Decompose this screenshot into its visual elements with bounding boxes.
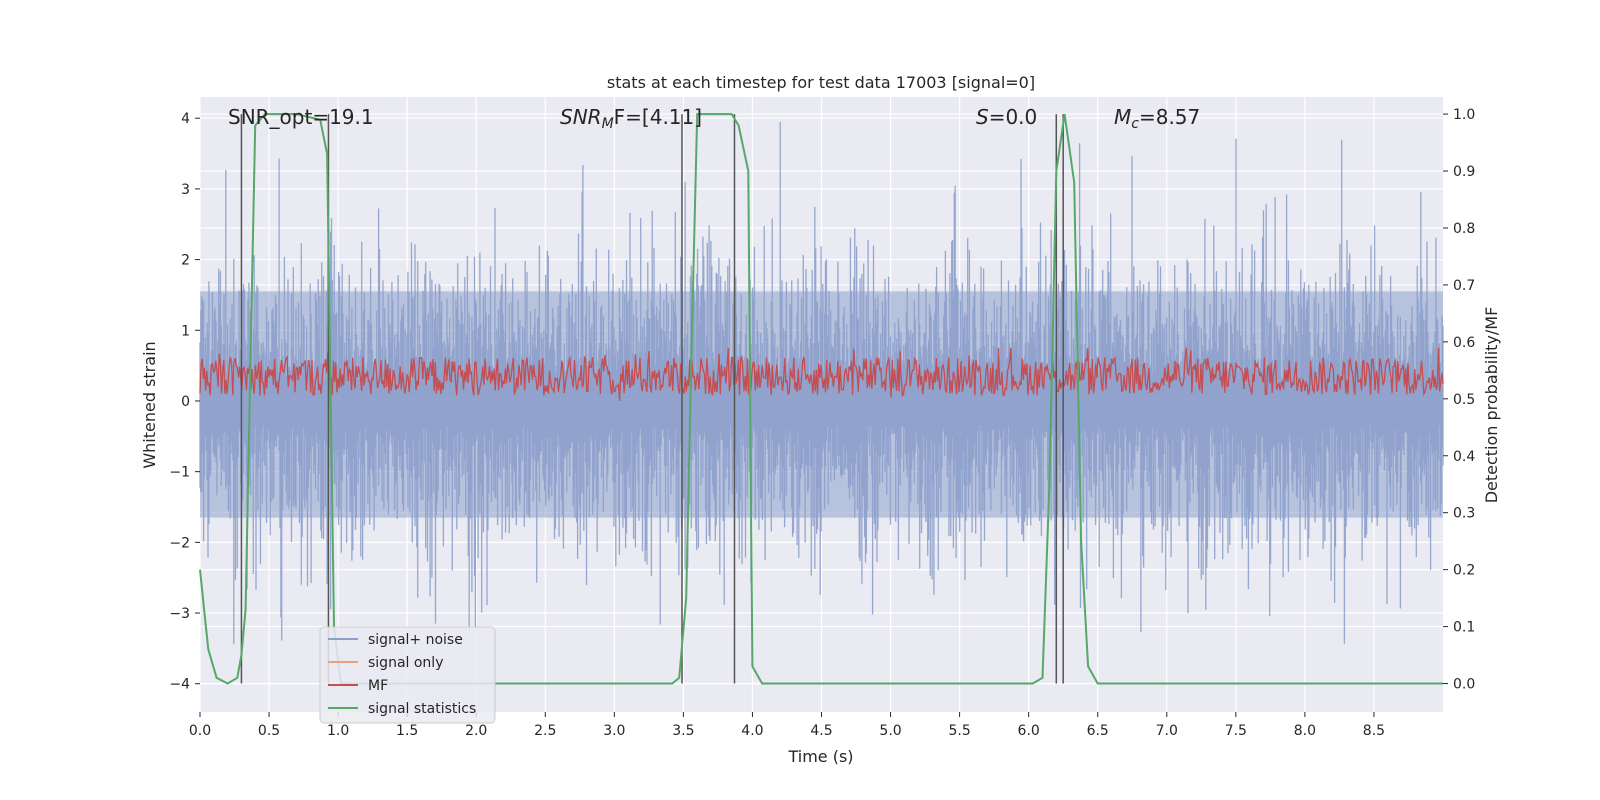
legend: signal+ noise signal only MF signal stat… [319,626,496,724]
x-tick-label: 6.0 [1018,723,1040,739]
y-axis-label: Whitened strain [140,341,159,468]
y-right-tick-label: 0.4 [1453,449,1475,465]
x-tick-label: 4.0 [741,723,763,739]
s-symbol: S [976,105,989,129]
chart-title: stats at each timestep for test data 170… [607,73,1035,92]
x-tick-label: 2.0 [465,723,487,739]
snr-opt-annotation: SNR_opt=19.1 [228,105,374,129]
x-tick-label: 4.5 [810,723,832,739]
x-tick-labels: 0.0 0.5 1.0 1.5 2.0 2.5 3.0 3.5 4.0 4.5 5.0 5.5 6.0 6… [189,712,1385,739]
s-annotation: S=0.0 [976,105,1037,129]
mf-line [199,347,1444,402]
x-tick-label: 0.5 [258,723,280,739]
y-tick-labels: 4 3 2 1 0 −1 −2 −3 −4 [169,111,200,693]
y-tick-label: 2 [181,253,190,269]
y-right-tick-label: 0.7 [1453,278,1475,294]
y-right-tick-label: 0.1 [1453,620,1475,636]
x-tick-label: 3.5 [672,723,694,739]
signal-noise-series [199,121,1444,645]
y-right-tick-label: 0.0 [1453,677,1475,693]
x-tick-label: 8.5 [1363,723,1385,739]
y-tick-label: −4 [169,677,190,693]
x-tick-label: 1.5 [396,723,418,739]
x-tick-label: 5.0 [879,723,901,739]
y-right-tick-labels: 1.0 0.9 0.8 0.7 0.6 0.5 0.4 0.3 0.2 0.1 0.0 [1443,107,1475,693]
y-right-tick-label: 0.3 [1453,506,1475,522]
signal-statistics-series [199,113,1443,685]
x-tick-label: 6.5 [1087,723,1109,739]
snr-mf-value: F=[4.11] [614,105,702,129]
x-tick-label: 8.0 [1294,723,1316,739]
mf-series [199,347,1444,402]
y-tick-label: 1 [181,323,190,339]
y-right-tick-label: 0.8 [1453,221,1475,237]
x-tick-label: 1.0 [327,723,349,739]
mc-value: =8.57 [1139,105,1200,129]
x-tick-label: 3.0 [603,723,625,739]
x-tick-label: 7.5 [1225,723,1247,739]
legend-label-signal-only: signal only [368,655,443,671]
y-right-tick-label: 0.5 [1453,392,1475,408]
snr-mf-symbol: SNR [560,105,602,129]
x-axis-label: Time (s) [787,747,853,766]
legend-label-signal-noise: signal+ noise [368,632,463,648]
x-tick-label: 7.0 [1156,723,1178,739]
y-right-tick-label: 0.2 [1453,563,1475,579]
snr-mf-annotation: SNRMF=[4.11] [560,105,702,132]
legend-box [319,626,496,724]
y-right-tick-label: 1.0 [1453,107,1475,123]
y-tick-label: −2 [169,535,190,551]
y-right-tick-label: 0.9 [1453,164,1475,180]
snr-mf-subscript: M [602,116,614,132]
y-right-axis-label: Detection probability/MF [1482,307,1501,504]
s-value: =0.0 [989,105,1038,129]
y-tick-label: −1 [169,465,190,481]
mc-symbol: M [1114,105,1131,129]
legend-label-mf: MF [368,678,388,694]
x-tick-label: 5.5 [948,723,970,739]
mc-subscript: c [1131,116,1139,132]
x-tick-label: 2.5 [534,723,556,739]
y-tick-label: 4 [181,111,190,127]
signal-statistics-line [199,113,1443,685]
x-tick-label: 0.0 [189,723,211,739]
y-tick-label: 3 [181,182,190,198]
y-right-tick-label: 0.6 [1453,335,1475,351]
legend-label-signal-statistics: signal statistics [368,701,476,717]
y-tick-label: 0 [181,394,190,410]
y-tick-label: −3 [169,606,190,622]
mc-annotation: Mc=8.57 [1114,105,1200,132]
